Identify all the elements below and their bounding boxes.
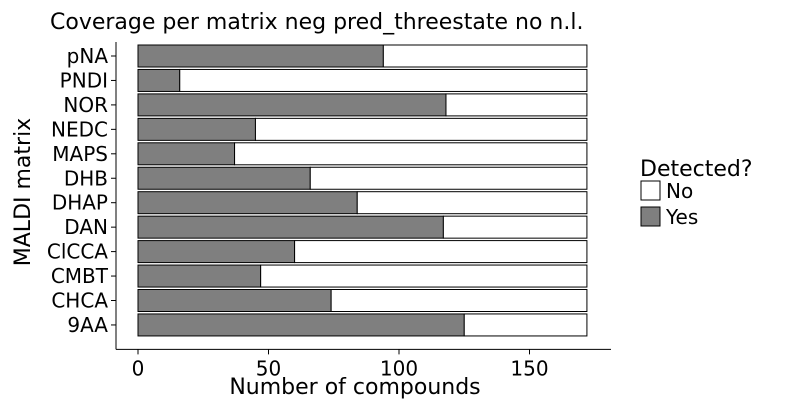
bar-no-clcca [294, 240, 588, 264]
y-axis-label: MALDI matrix [11, 118, 36, 266]
x-axis-label: Number of compounds [229, 375, 480, 400]
bar-no-cmbt [260, 264, 588, 288]
y-tick-label: pNA [67, 44, 109, 68]
bar-yes-dan [137, 215, 444, 239]
bar-no-pndi [179, 68, 588, 92]
y-tick-label: ClCCA [47, 240, 108, 264]
y-tick-label: DHAP [52, 191, 108, 215]
y-axis: pNAPNDINORNEDCMAPSDHBDHAPDANClCCACMBTCHC… [47, 42, 117, 350]
bar-yes-pndi [137, 68, 181, 92]
x-tick-label: 0 [132, 356, 145, 380]
bar-no-dhap [356, 191, 588, 215]
bar-yes-maps [137, 142, 236, 166]
y-tick-label: CHCA [51, 289, 108, 313]
x-tick-label: 100 [380, 356, 418, 380]
bar-no-maps [234, 142, 588, 166]
legend-title: Detected? [640, 157, 753, 182]
bar-no-pna [382, 44, 588, 68]
bar-yes-9aa [137, 313, 465, 337]
bar-yes-nor [137, 93, 447, 117]
bars-group [137, 44, 588, 337]
bar-yes-chca [137, 289, 332, 312]
bar-yes-dhb [137, 166, 311, 190]
bar-no-chca [330, 289, 588, 312]
x-axis: 0 50 100 150 [116, 348, 611, 380]
chart-title: Coverage per matrix neg pred_threestate … [50, 10, 583, 35]
y-tick-label: CMBT [51, 264, 109, 288]
bar-no-nedc [254, 117, 588, 141]
bar-no-9aa [463, 313, 588, 337]
bar-no-nor [445, 93, 588, 117]
x-tick-label: 150 [510, 356, 548, 380]
legend-swatch-no [640, 180, 661, 201]
y-tick-label: DHB [64, 166, 108, 190]
legend-label-no: No [666, 179, 693, 203]
y-tick-label: PNDI [60, 68, 108, 92]
bar-yes-clcca [137, 240, 296, 264]
legend-label-yes: Yes [665, 205, 698, 229]
bar-yes-pna [137, 44, 384, 68]
y-tick-label: DAN [64, 215, 108, 239]
bar-no-dan [442, 215, 588, 239]
x-tick-label: 50 [256, 356, 281, 380]
y-tick-label: NEDC [51, 117, 108, 141]
bar-yes-cmbt [137, 264, 262, 288]
y-tick-label: MAPS [52, 142, 108, 166]
bar-yes-nedc [137, 117, 256, 141]
y-tick-label: 9AA [67, 313, 108, 337]
legend-swatch-yes [640, 206, 661, 227]
y-tick-label: NOR [63, 93, 108, 117]
bar-no-dhb [309, 166, 588, 190]
bar-yes-dhap [137, 191, 358, 215]
